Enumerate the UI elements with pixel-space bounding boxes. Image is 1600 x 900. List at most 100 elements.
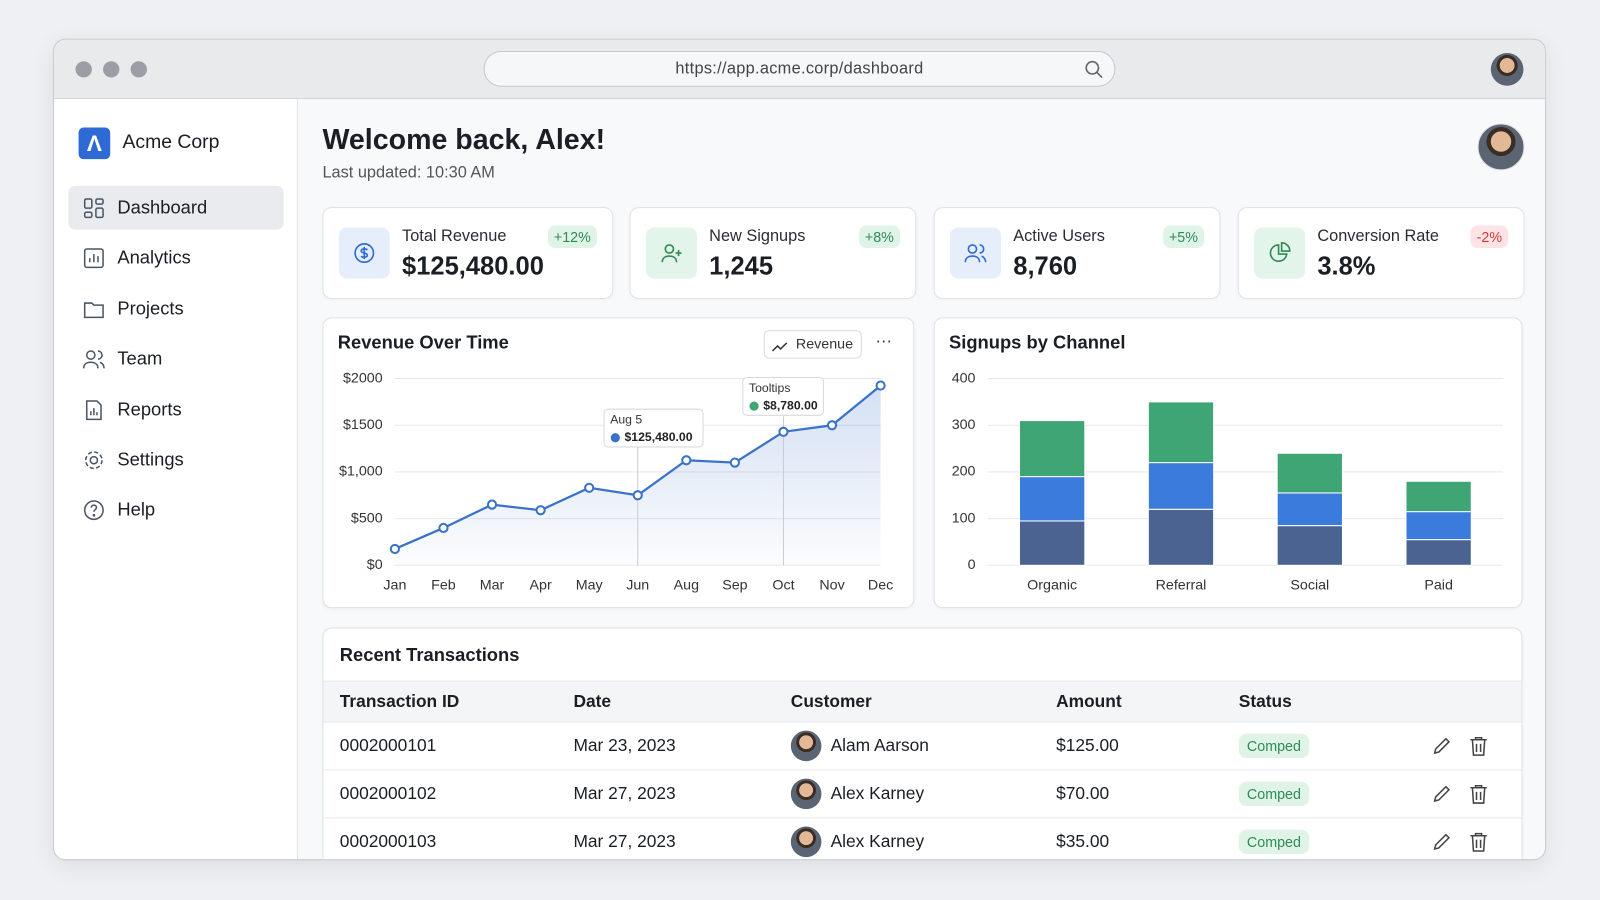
browser-avatar[interactable] xyxy=(1490,53,1524,86)
point[interactable] xyxy=(584,482,595,493)
main: Welcome back, Alex! Last updated: 10:30 … xyxy=(297,98,1545,860)
kpi-icon xyxy=(949,227,1002,279)
legend-button[interactable] xyxy=(763,330,862,359)
table-row: 0002000103 Mar 27, 2023 Alex Karney $35.00 C… xyxy=(323,817,1522,859)
bar-segment[interactable] xyxy=(1018,476,1086,522)
bar-segment[interactable] xyxy=(1147,462,1215,510)
kpi-icon xyxy=(645,227,697,279)
point[interactable] xyxy=(438,522,449,534)
tooltip-title: Aug 5 xyxy=(610,413,642,427)
kpi-glyph xyxy=(964,244,987,263)
nav-icon xyxy=(83,500,104,521)
nav-label: Reports xyxy=(117,398,182,419)
cell: 0002000102 xyxy=(339,783,437,804)
bar-segment[interactable] xyxy=(1147,401,1215,464)
y-tick-label: 0 xyxy=(968,557,976,573)
window-dot[interactable] xyxy=(103,61,120,78)
nav-item[interactable]: Team xyxy=(68,337,283,381)
customer-name: Alam Aarson xyxy=(830,735,929,756)
delete-button[interactable] xyxy=(1467,735,1489,757)
edit-button[interactable] xyxy=(1431,735,1453,757)
column-header: Date xyxy=(573,691,612,712)
kpi-value: 3.8% xyxy=(1317,252,1376,281)
cell: $70.00 xyxy=(1056,783,1110,804)
cell: 0002000101 xyxy=(339,735,437,756)
point[interactable] xyxy=(486,499,498,510)
point[interactable] xyxy=(826,420,838,431)
x-tick-label: Mar xyxy=(480,577,505,593)
status-badge: Comped xyxy=(1238,781,1310,807)
tooltip-dot xyxy=(749,401,759,411)
nav-icon xyxy=(82,350,105,369)
bar-segment[interactable] xyxy=(1276,492,1343,527)
customer-avatar xyxy=(790,730,822,762)
status-badge: Comped xyxy=(1238,733,1310,759)
x-tick-label: Nov xyxy=(819,577,845,593)
chart-title: Revenue Over Time xyxy=(338,332,509,353)
y-tick-label: $1500 xyxy=(343,417,383,433)
bar-segment[interactable] xyxy=(1405,511,1472,541)
bar-segment[interactable] xyxy=(1276,525,1343,566)
x-tick-label: Jan xyxy=(383,577,406,593)
search-icon xyxy=(1085,60,1103,79)
y-tick-label: $1,000 xyxy=(339,464,383,480)
kpi-label: New Signups xyxy=(709,227,806,245)
delete-button[interactable] xyxy=(1467,783,1489,805)
y-tick-label: 100 xyxy=(952,510,976,526)
x-tick-label: Organic xyxy=(1027,577,1077,593)
user-avatar[interactable] xyxy=(1477,123,1525,171)
point[interactable] xyxy=(729,457,740,468)
y-tick-label: $500 xyxy=(351,510,383,526)
tooltip-dot xyxy=(610,433,620,443)
point[interactable] xyxy=(875,380,886,391)
kpi-icon xyxy=(1254,227,1306,279)
edit-button[interactable] xyxy=(1431,831,1453,853)
bar-segment[interactable] xyxy=(1018,420,1086,478)
kpi-glyph xyxy=(354,243,375,264)
nav-item[interactable]: Settings xyxy=(68,438,283,482)
url-bar[interactable]: https://app.acme.corp/dashboard xyxy=(483,51,1116,87)
table-header xyxy=(323,680,1522,723)
x-tick-label: May xyxy=(576,577,604,593)
bar-segment[interactable] xyxy=(1147,508,1215,566)
customer-avatar xyxy=(790,826,822,858)
title-bar: https://app.acme.corp/dashboard xyxy=(54,39,1545,99)
customer-avatar xyxy=(790,778,822,810)
kpi-change: +5% xyxy=(1162,225,1205,248)
tooltip xyxy=(742,377,824,416)
edit-button[interactable] xyxy=(1431,783,1453,805)
point[interactable] xyxy=(632,490,643,501)
kpi-label: Total Revenue xyxy=(402,227,507,245)
kpi-glyph xyxy=(1269,242,1291,263)
kpi-glyph xyxy=(661,244,682,263)
bar-segment[interactable] xyxy=(1276,452,1343,494)
legend-icon xyxy=(771,342,788,352)
point[interactable] xyxy=(681,455,692,466)
nav-label: Dashboard xyxy=(117,196,208,218)
delete-button[interactable] xyxy=(1467,831,1489,853)
point[interactable] xyxy=(535,505,546,516)
cell: Mar 27, 2023 xyxy=(573,831,676,852)
nav-item[interactable]: Projects xyxy=(68,287,283,331)
kpi-change: +12% xyxy=(547,225,597,248)
kpi-label: Active Users xyxy=(1013,227,1105,245)
bar-segment[interactable] xyxy=(1018,520,1086,566)
nav-item[interactable]: Dashboard xyxy=(68,185,284,230)
kpi-card: Total Revenue $125,480.00 +12% xyxy=(322,207,614,299)
nav-item[interactable]: Analytics xyxy=(68,236,283,280)
bar-segment[interactable] xyxy=(1405,480,1472,513)
nav-label: Analytics xyxy=(117,247,191,268)
window-dot[interactable] xyxy=(75,61,92,78)
y-tick-label: $2000 xyxy=(343,370,383,386)
more-button[interactable]: ⋯ xyxy=(876,333,892,351)
point[interactable] xyxy=(389,543,400,555)
window-dot[interactable] xyxy=(130,61,147,78)
nav-icon xyxy=(83,302,104,318)
nav-item[interactable]: Help xyxy=(68,488,283,532)
point[interactable] xyxy=(778,426,789,437)
x-tick-label: Apr xyxy=(530,577,552,593)
nav-item[interactable]: Reports xyxy=(68,387,283,431)
cell: $35.00 xyxy=(1056,831,1110,852)
bar-segment[interactable] xyxy=(1405,539,1472,566)
